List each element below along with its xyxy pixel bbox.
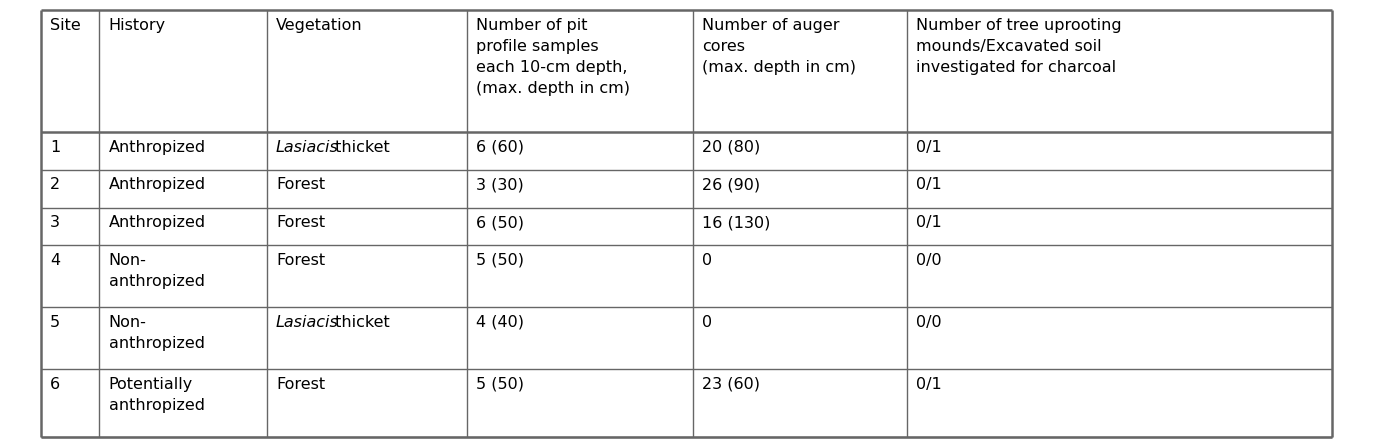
- Text: 4 (40): 4 (40): [476, 315, 524, 330]
- Text: 2: 2: [51, 177, 60, 192]
- Text: Forest: Forest: [276, 177, 325, 192]
- Text: 1: 1: [51, 140, 60, 155]
- Text: 5 (50): 5 (50): [476, 253, 524, 268]
- Text: Vegetation: Vegetation: [276, 17, 362, 33]
- Text: Site: Site: [51, 17, 81, 33]
- Text: Forest: Forest: [276, 377, 325, 392]
- Text: Potentially
anthropized: Potentially anthropized: [108, 377, 205, 413]
- Text: 0/1: 0/1: [916, 177, 942, 192]
- Text: thicket: thicket: [330, 140, 390, 155]
- Text: 23 (60): 23 (60): [702, 377, 761, 392]
- Text: 0: 0: [702, 315, 713, 330]
- Text: 6 (60): 6 (60): [476, 140, 524, 155]
- Text: Number of pit
profile samples
each 10-cm depth,
(max. depth in cm): Number of pit profile samples each 10-cm…: [476, 17, 630, 96]
- Text: 0/1: 0/1: [916, 215, 942, 230]
- Text: Lasiacis: Lasiacis: [276, 140, 339, 155]
- Text: Lasiacis: Lasiacis: [276, 315, 339, 330]
- Text: 5: 5: [51, 315, 60, 330]
- Text: Number of auger
cores
(max. depth in cm): Number of auger cores (max. depth in cm): [702, 17, 855, 75]
- Text: 3 (30): 3 (30): [476, 177, 524, 192]
- Text: 0: 0: [702, 253, 713, 268]
- Text: Forest: Forest: [276, 215, 325, 230]
- Text: Number of tree uprooting
mounds/Excavated soil
investigated for charcoal: Number of tree uprooting mounds/Excavate…: [916, 17, 1122, 75]
- Text: Anthropized: Anthropized: [108, 140, 206, 155]
- Text: Non-
anthropized: Non- anthropized: [108, 253, 205, 289]
- Text: 4: 4: [51, 253, 60, 268]
- Text: 3: 3: [51, 215, 60, 230]
- Text: History: History: [108, 17, 166, 33]
- Text: Anthropized: Anthropized: [108, 177, 206, 192]
- Text: 26 (90): 26 (90): [702, 177, 761, 192]
- Text: Anthropized: Anthropized: [108, 215, 206, 230]
- Text: 0/1: 0/1: [916, 377, 942, 392]
- Text: 6: 6: [51, 377, 60, 392]
- Text: Non-
anthropized: Non- anthropized: [108, 315, 205, 351]
- Text: 16 (130): 16 (130): [702, 215, 770, 230]
- Text: thicket: thicket: [330, 315, 390, 330]
- Text: 6 (50): 6 (50): [476, 215, 524, 230]
- Text: 5 (50): 5 (50): [476, 377, 524, 392]
- Text: 0/0: 0/0: [916, 253, 942, 268]
- Text: 0/0: 0/0: [916, 315, 942, 330]
- Text: 0/1: 0/1: [916, 140, 942, 155]
- Text: 20 (80): 20 (80): [702, 140, 761, 155]
- Text: Forest: Forest: [276, 253, 325, 268]
